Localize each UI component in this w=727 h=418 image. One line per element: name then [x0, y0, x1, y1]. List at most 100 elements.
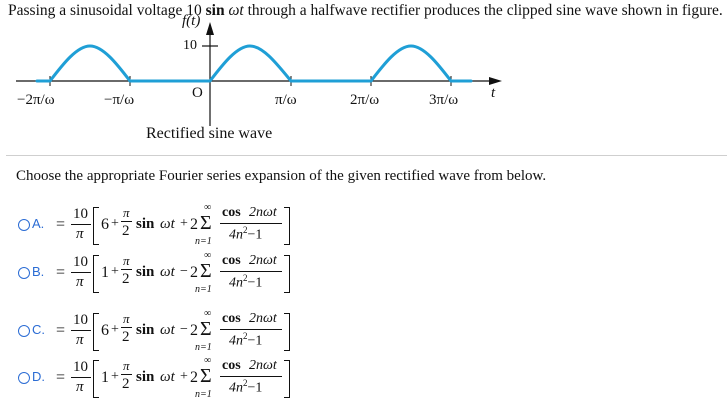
sum-upper-limit: ∞: [204, 250, 212, 261]
fraction-denominator: π: [76, 226, 84, 242]
sin-label: sin: [136, 369, 155, 385]
option-letter: C.: [32, 322, 45, 337]
fraction-denominator: 4n2−1: [229, 378, 263, 396]
option-letter: D.: [32, 369, 45, 384]
sin-label: sin: [136, 264, 155, 280]
coefficient: 2: [190, 264, 198, 281]
divider: [6, 155, 727, 156]
plus-sign: +: [111, 264, 119, 279]
coefficient: 2: [190, 216, 198, 233]
option-c[interactable]: C. = 10 π 6 + π 2 sin ωt − 2 ∞ Σ n=1 cos…: [18, 308, 338, 359]
two: 2: [122, 271, 130, 287]
x-tick-label: 2π/ω: [350, 92, 380, 108]
x-axis-label: t: [491, 85, 496, 101]
equals-sign: =: [56, 216, 66, 233]
pi-symbol: π: [123, 253, 130, 268]
two: 2: [122, 376, 130, 392]
fraction-denominator: π: [76, 379, 84, 395]
equals-sign: =: [56, 322, 66, 339]
pi-symbol: π: [123, 358, 130, 373]
prompt-suffix: through a halfwave rectifier produces th…: [243, 2, 723, 19]
operator-sign: +: [180, 216, 188, 231]
fraction-denominator: 4n2−1: [229, 225, 263, 243]
x-tick-label: −π/ω: [104, 92, 135, 108]
option-b[interactable]: B. = 10 π 1 + π 2 sin ωt − 2 ∞ Σ n=1 cos…: [18, 250, 338, 301]
plus-sign: +: [111, 369, 119, 384]
option-a[interactable]: A. = 10 π 6 + π 2 sin ωt + 2 ∞ Σ n=1 cos…: [18, 202, 338, 253]
equals-sign: =: [56, 264, 66, 281]
x-tick-label: π/ω: [275, 92, 297, 108]
sin-label: sin: [136, 322, 155, 338]
radio-button[interactable]: [18, 267, 30, 279]
radio-button[interactable]: [18, 325, 30, 337]
cos-argument: 2nωt: [249, 358, 277, 373]
two: 2: [122, 329, 130, 345]
summation-icon: Σ: [200, 318, 212, 340]
radio-button[interactable]: [18, 219, 30, 231]
fraction-denominator: π: [76, 274, 84, 290]
x-tick-label: −2π/ω: [17, 92, 55, 108]
rectified-sine-wave-figure: [16, 22, 502, 126]
radio-button[interactable]: [18, 372, 30, 384]
sum-upper-limit: ∞: [204, 202, 212, 213]
constant-term: 6: [101, 322, 109, 339]
constant-term: 6: [101, 216, 109, 233]
sum-lower-limit: n=1: [195, 389, 212, 400]
cos-label: cos: [222, 358, 241, 373]
cos-argument: 2nωt: [249, 205, 277, 220]
fraction-numerator: 10: [73, 312, 88, 328]
cos-label: cos: [222, 311, 241, 326]
prompt-prefix: Passing a sinusoidal voltage 10: [8, 2, 206, 19]
omega-t: ωt: [160, 264, 175, 280]
fraction-numerator: 10: [73, 254, 88, 270]
summation-icon: Σ: [200, 260, 212, 282]
operator-sign: +: [180, 369, 188, 384]
sum-lower-limit: n=1: [195, 342, 212, 353]
question-text: Choose the appropriate Fourier series ex…: [16, 168, 547, 184]
fraction-denominator: π: [76, 332, 84, 348]
sin-label: sin: [136, 216, 155, 232]
cos-label: cos: [222, 205, 241, 220]
plus-sign: +: [111, 322, 119, 337]
x-tick-label: 3π/ω: [429, 92, 459, 108]
two: 2: [122, 223, 130, 239]
problem-statement: Passing a sinusoidal voltage 10 sin ωt t…: [8, 2, 723, 20]
fraction-denominator: 4n2−1: [229, 331, 263, 349]
summation-icon: Σ: [200, 365, 212, 387]
option-d[interactable]: D. = 10 π 1 + π 2 sin ωt + 2 ∞ Σ n=1 cos…: [18, 355, 338, 406]
omega-t: ωt: [160, 369, 175, 385]
pi-symbol: π: [123, 311, 130, 326]
x-axis-arrow-icon: [489, 77, 502, 85]
pi-symbol: π: [123, 205, 130, 220]
constant-term: 1: [101, 264, 109, 281]
option-letter: A.: [32, 216, 45, 231]
prompt-omega-t: ωt: [228, 2, 244, 19]
omega-t: ωt: [160, 216, 175, 232]
omega-t: ωt: [160, 322, 175, 338]
y-axis-arrow-icon: [206, 22, 214, 35]
wave-curve: [35, 44, 473, 83]
plus-sign: +: [111, 216, 119, 231]
operator-sign: −: [180, 322, 188, 337]
sum-upper-limit: ∞: [204, 308, 212, 319]
sum-lower-limit: n=1: [195, 284, 212, 295]
prompt-sin: sin: [205, 2, 225, 19]
coefficient: 2: [190, 322, 198, 339]
constant-term: 1: [101, 369, 109, 386]
coefficient: 2: [190, 369, 198, 386]
y-axis-label: f(t): [182, 13, 201, 29]
cos-label: cos: [222, 253, 241, 268]
equals-sign: =: [56, 369, 66, 386]
cos-argument: 2nωt: [249, 253, 277, 268]
figure-caption: Rectified sine wave: [146, 125, 273, 142]
option-letter: B.: [32, 264, 45, 279]
sum-lower-limit: n=1: [195, 236, 212, 247]
sum-upper-limit: ∞: [204, 355, 212, 366]
summation-icon: Σ: [200, 212, 212, 234]
operator-sign: −: [180, 264, 188, 279]
fraction-denominator: 4n2−1: [229, 273, 263, 291]
cos-argument: 2nωt: [249, 311, 277, 326]
fraction-numerator: 10: [73, 359, 88, 375]
y-tick-label: 10: [183, 38, 197, 53]
origin-label: O: [192, 85, 203, 101]
